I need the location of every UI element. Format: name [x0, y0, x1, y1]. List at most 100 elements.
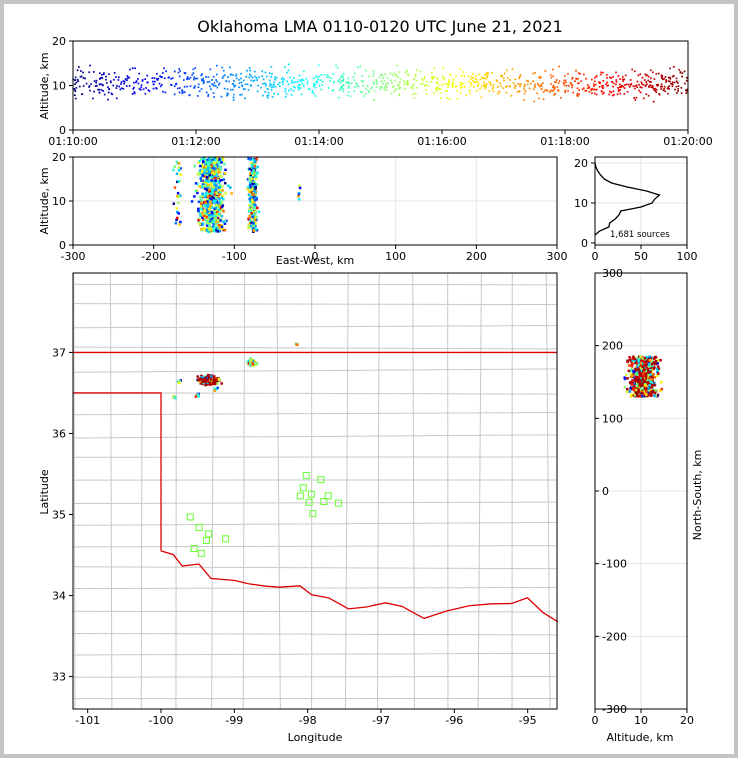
source-point [254, 223, 257, 226]
source-point [486, 76, 489, 79]
source-point [485, 77, 488, 80]
source-point [393, 85, 395, 88]
source-point [379, 88, 382, 90]
source-point [593, 85, 595, 88]
panel-border [72, 272, 558, 710]
source-point [442, 78, 445, 81]
source-point [633, 97, 636, 99]
source-point [654, 356, 658, 359]
source-point [326, 76, 328, 78]
source-point [210, 216, 214, 220]
source-point [79, 75, 82, 78]
lma-station [302, 472, 310, 480]
source-point [264, 91, 267, 93]
source-point [250, 74, 253, 77]
source-point [192, 72, 195, 74]
source-point [249, 84, 252, 87]
source-point [663, 88, 665, 90]
source-point [208, 381, 212, 384]
source-point [648, 355, 651, 359]
source-point [234, 84, 237, 87]
source-point [177, 194, 181, 198]
source-point [641, 357, 644, 360]
county-line [276, 272, 281, 710]
source-point [657, 372, 660, 375]
source-point [257, 210, 261, 214]
source-point [261, 75, 263, 78]
source-point [635, 394, 639, 398]
source-point [210, 203, 213, 206]
source-point [553, 88, 556, 91]
source-point [366, 84, 369, 87]
source-point [214, 381, 218, 384]
source-point [272, 86, 275, 88]
source-point [394, 79, 396, 82]
source-point [399, 86, 402, 89]
source-point [439, 92, 442, 94]
source-point [522, 99, 525, 101]
source-point [480, 96, 483, 99]
source-point [189, 76, 192, 79]
source-point [151, 77, 154, 79]
source-point [678, 68, 681, 71]
source-point [281, 77, 284, 80]
source-point [214, 189, 218, 193]
histogram-line [594, 162, 661, 236]
source-point [307, 88, 310, 91]
source-point [460, 81, 462, 84]
source-point [318, 84, 321, 87]
source-point [182, 79, 185, 81]
source-point [516, 90, 519, 93]
source-point [162, 72, 164, 74]
source-point [208, 166, 211, 169]
source-point [270, 75, 273, 78]
source-point [335, 64, 337, 67]
source-point [656, 370, 659, 374]
source-point [196, 77, 199, 80]
source-point [612, 85, 614, 88]
source-point [671, 85, 674, 88]
source-point [296, 81, 299, 83]
source-point [477, 80, 480, 83]
source-point [80, 70, 82, 72]
source-point [144, 78, 147, 80]
source-point [642, 372, 645, 376]
source-point [254, 175, 258, 178]
source-point [578, 82, 580, 85]
source-point [506, 69, 509, 72]
source-point [644, 374, 648, 378]
source-point [107, 91, 110, 94]
source-point [76, 78, 79, 81]
x-tick-label: 01:10:00 [48, 135, 97, 148]
source-point [202, 218, 205, 221]
source-point [659, 359, 662, 362]
source-point [661, 75, 664, 77]
source-point [223, 74, 226, 77]
source-point [676, 82, 679, 84]
source-point [199, 214, 202, 217]
source-point [298, 86, 301, 89]
source-point [556, 86, 559, 89]
source-point [215, 79, 217, 81]
source-point [615, 80, 618, 83]
source-point [207, 76, 210, 78]
source-point [639, 377, 643, 380]
source-point [651, 376, 654, 380]
source-point [140, 84, 143, 87]
source-point [199, 164, 202, 168]
source-point [628, 85, 631, 88]
source-point [133, 86, 135, 89]
source-point [141, 80, 144, 82]
source-point [398, 94, 401, 97]
source-point [655, 73, 658, 75]
source-point [574, 80, 576, 83]
source-point [208, 80, 211, 83]
source-point [159, 85, 162, 88]
source-point [94, 85, 97, 87]
source-point [199, 377, 203, 380]
source-point [270, 66, 273, 68]
source-point [665, 79, 668, 81]
source-point [642, 394, 646, 397]
source-point [648, 376, 651, 380]
source-point [638, 357, 641, 361]
